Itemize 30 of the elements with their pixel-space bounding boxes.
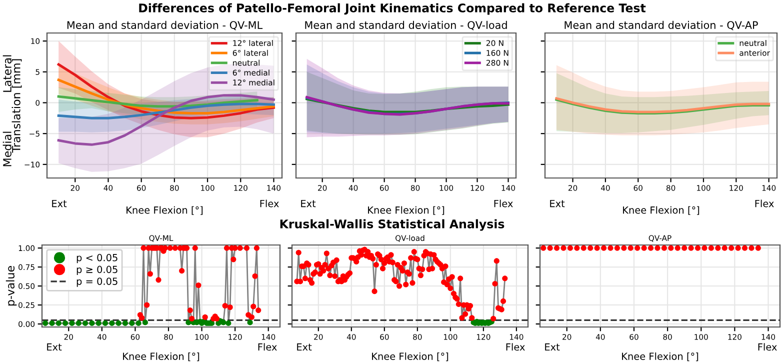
x-axis-title: Knee Flexion [°]	[126, 206, 203, 215]
x-axis-title: Knee Flexion [°]	[622, 352, 698, 362]
legend-label: p = 0.05	[76, 278, 118, 287]
chart-title: Mean and standard deviation - QV-ML	[67, 20, 263, 30]
text: Flex	[258, 343, 277, 351]
text: Flex	[506, 343, 525, 351]
x-axis-title: Knee Flexion [°]	[623, 206, 700, 215]
y-axis-title: Translation [mm]	[12, 59, 22, 153]
chart-title: Mean and standard deviation - QV-load	[305, 20, 507, 30]
text: Ext	[545, 343, 560, 351]
y-axis-title: p-value	[6, 266, 17, 306]
text: Differences of Patello-Femoral Joint Kinematics Compared to Reference Test	[139, 3, 646, 15]
x-axis-title: Knee Flexion [°]	[368, 206, 444, 215]
text: Flex	[260, 200, 279, 208]
text: Lateral	[2, 55, 12, 92]
text: Flex	[758, 343, 777, 351]
legend-label: p < 0.05	[76, 254, 118, 264]
text: Kruskal-Wallis Statistical Analysis	[280, 219, 504, 231]
chart-title: Mean and standard deviation - QV-AP	[564, 20, 758, 30]
text: Ext	[301, 200, 316, 208]
text: Medial	[2, 132, 12, 166]
text: Ext	[52, 200, 67, 208]
text: Flex	[755, 200, 774, 208]
x-axis-title: Knee Flexion [°]	[123, 352, 200, 362]
text: Ext	[47, 343, 62, 351]
x-axis-title: Knee Flexion [°]	[372, 352, 448, 362]
text: Ext	[550, 200, 565, 208]
legend-label: p ≥ 0.05	[76, 266, 118, 275]
text: Ext	[297, 343, 312, 351]
text: Flex	[494, 200, 513, 208]
